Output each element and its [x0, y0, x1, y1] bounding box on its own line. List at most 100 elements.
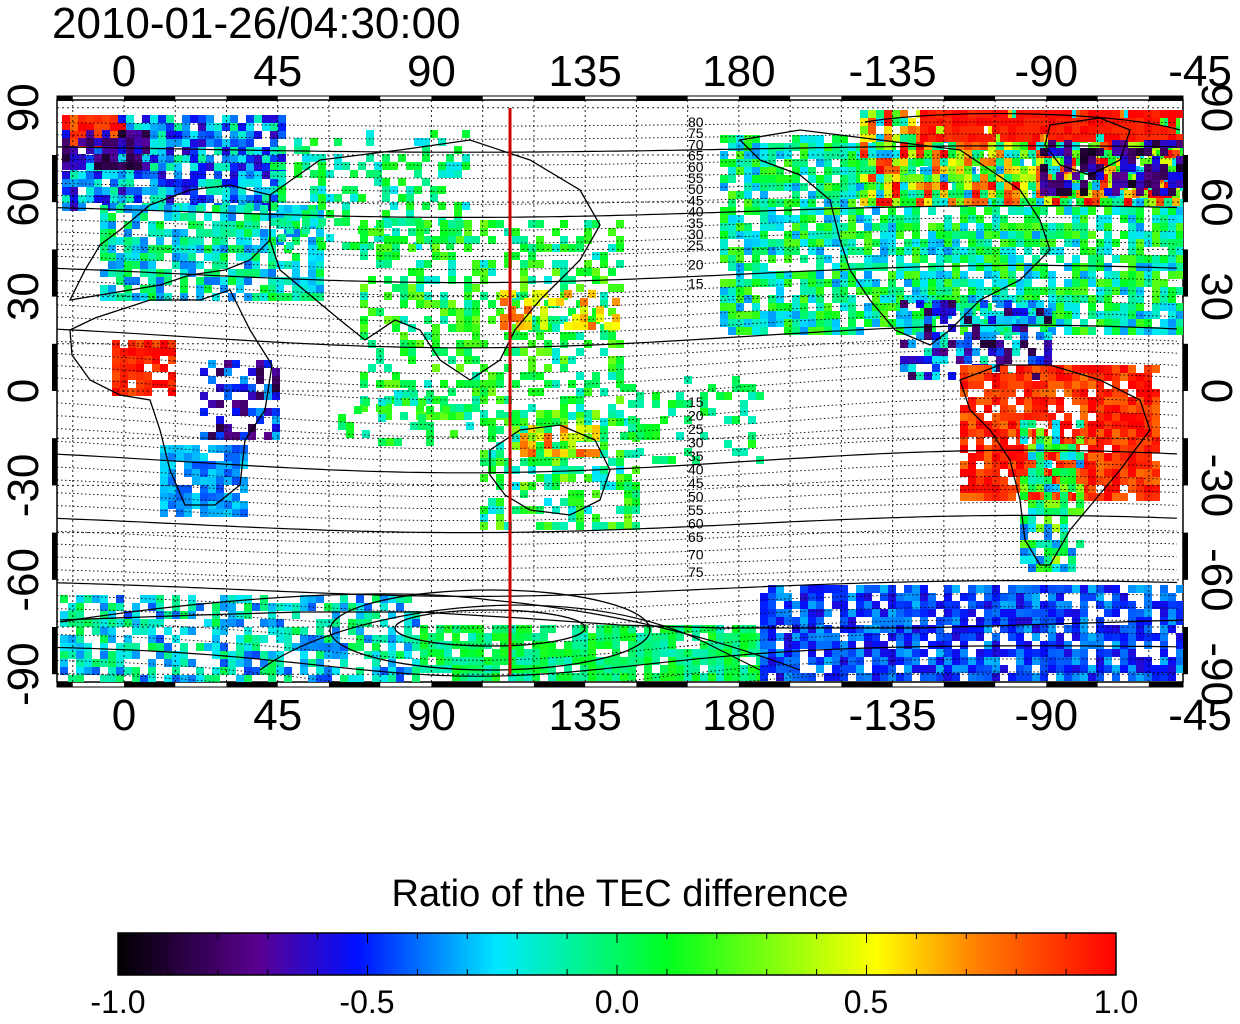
tec-data-cell: [1056, 601, 1064, 609]
tec-data-cell: [196, 237, 204, 245]
tec-data-cell: [744, 295, 752, 303]
tec-data-cell: [892, 190, 900, 198]
tec-data-cell: [592, 410, 600, 418]
tec-data-cell: [620, 657, 628, 665]
tec-data-cell: [1016, 295, 1024, 303]
tec-data-cell: [768, 215, 776, 223]
tec-data-cell: [356, 675, 364, 682]
tec-data-cell: [118, 123, 126, 131]
tec-data-cell: [92, 659, 100, 667]
tec-data-cell: [816, 625, 824, 633]
tec-data-cell: [1080, 657, 1088, 665]
tec-data-cell: [832, 593, 840, 601]
tec-data-cell: [332, 627, 340, 635]
tec-data-cell: [238, 195, 246, 203]
tec-data-cell: [944, 279, 952, 287]
tec-data-cell: [560, 425, 568, 433]
tec-data-cell: [160, 485, 168, 493]
tec-data-cell: [76, 667, 84, 675]
tec-data-cell: [1024, 673, 1032, 681]
tec-data-cell: [420, 625, 428, 633]
tec-data-cell: [548, 657, 556, 665]
tec-data-cell: [1064, 156, 1072, 164]
tec-data-cell: [1032, 585, 1040, 593]
tec-data-cell: [1008, 126, 1016, 134]
tec-data-cell: [112, 380, 120, 388]
tec-data-cell: [228, 269, 236, 277]
tec-data-cell: [436, 625, 444, 633]
tec-data-cell: [1168, 215, 1176, 223]
tec-data-cell: [1008, 461, 1016, 469]
tec-data-cell: [784, 207, 792, 215]
tec-data-cell: [752, 151, 760, 159]
tec-data-cell: [372, 643, 380, 651]
tec-data-cell: [432, 324, 440, 332]
tec-data-cell: [208, 400, 216, 408]
tec-data-cell: [158, 115, 166, 123]
tec-data-cell: [864, 593, 872, 601]
tec-data-cell: [920, 279, 928, 287]
tec-data-cell: [166, 115, 174, 123]
tec-data-cell: [416, 404, 424, 412]
tec-data-cell: [720, 247, 728, 255]
tec-data-cell: [200, 432, 208, 440]
tec-data-cell: [1060, 540, 1068, 548]
tec-data-cell: [448, 300, 456, 308]
tec-data-cell: [268, 675, 276, 682]
tec-data-cell: [174, 123, 182, 131]
tec-data-cell: [1028, 524, 1036, 532]
tec-data-cell: [896, 593, 904, 601]
tec-data-cell: [784, 601, 792, 609]
tec-data-cell: [380, 603, 388, 611]
tec-data-cell: [1128, 625, 1136, 633]
tec-data-cell: [604, 641, 612, 649]
tec-data-cell: [1096, 148, 1104, 156]
tec-data-cell: [128, 388, 136, 396]
tec-data-cell: [992, 477, 1000, 485]
tec-data-cell: [1088, 437, 1096, 445]
tec-data-cell: [1080, 609, 1088, 617]
tec-data-cell: [848, 609, 856, 617]
tec-data-cell: [1112, 381, 1120, 389]
tec-data-cell: [1136, 373, 1144, 381]
tec-data-cell: [360, 316, 368, 324]
tec-data-cell: [808, 215, 816, 223]
tec-data-cell: [1052, 508, 1060, 516]
tec-data-cell: [1112, 625, 1120, 633]
tec-data-cell: [960, 271, 968, 279]
tec-data-cell: [1168, 303, 1176, 311]
tec-data-cell: [1036, 508, 1044, 516]
tec-data-cell: [216, 485, 224, 493]
tec-data-cell: [956, 198, 964, 206]
tec-data-cell: [748, 633, 756, 641]
tec-data-cell: [464, 292, 472, 300]
tec-data-cell: [860, 190, 868, 198]
tec-data-cell: [1000, 287, 1008, 295]
tec-data-cell: [228, 611, 236, 619]
tec-data-cell: [1104, 110, 1112, 118]
tec-data-cell: [624, 450, 632, 458]
tec-data-cell: [1024, 207, 1032, 215]
tec-data-cell: [896, 295, 904, 303]
tec-data-cell: [1176, 311, 1183, 319]
tec-data-cell: [824, 183, 832, 191]
tec-data-cell: [944, 247, 952, 255]
tec-data-cell: [956, 356, 964, 364]
tec-data-cell: [1120, 255, 1128, 263]
tec-data-cell: [1136, 657, 1144, 665]
tec-data-cell: [188, 603, 196, 611]
tec-data-cell: [880, 319, 888, 327]
tec-data-cell: [928, 118, 936, 126]
tec-data-cell: [480, 380, 488, 388]
tec-data-cell: [224, 432, 232, 440]
tec-data-cell: [1096, 445, 1104, 453]
tec-data-cell: [366, 130, 374, 138]
tec-data-cell: [198, 179, 206, 187]
tec-data-cell: [270, 131, 278, 139]
tec-data-cell: [1112, 126, 1120, 134]
tec-data-cell: [262, 187, 270, 195]
tec-data-cell: [1144, 365, 1152, 373]
tec-data-cell: [1056, 295, 1064, 303]
tec-data-cell: [436, 641, 444, 649]
tec-data-cell: [1072, 625, 1080, 633]
